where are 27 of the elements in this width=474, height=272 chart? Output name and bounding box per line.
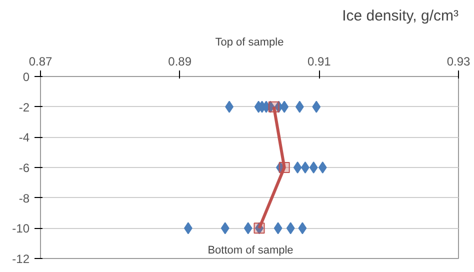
text: Top of sample xyxy=(215,36,284,48)
y-tick-label: -4 xyxy=(18,130,30,145)
chart-title: Ice density, g/cm³ xyxy=(342,8,459,24)
point xyxy=(295,100,304,113)
point xyxy=(244,222,252,234)
point xyxy=(301,162,310,174)
x-tick-label: 0.93 xyxy=(446,54,471,68)
point xyxy=(309,162,318,174)
y-tick-label: -12 xyxy=(12,252,30,266)
y-tick-label: -2 xyxy=(18,100,30,114)
y-tick-label: 0 xyxy=(22,70,30,84)
point xyxy=(278,162,290,173)
x-tick-label: 0.89 xyxy=(168,54,192,68)
point xyxy=(274,222,282,234)
y-tick-label: -10 xyxy=(12,222,30,236)
point xyxy=(312,100,321,113)
point xyxy=(286,222,295,234)
point xyxy=(268,101,280,112)
point xyxy=(318,162,327,174)
y-tick-label: -6 xyxy=(18,161,30,175)
y-tick-label: -8 xyxy=(18,191,30,206)
point xyxy=(220,222,230,234)
annotation: Bottom of sample xyxy=(208,244,294,256)
x-tick-label: 0.91 xyxy=(307,54,332,68)
point xyxy=(298,222,307,234)
point xyxy=(293,162,302,174)
x-tick-label: 0.87 xyxy=(28,54,53,68)
